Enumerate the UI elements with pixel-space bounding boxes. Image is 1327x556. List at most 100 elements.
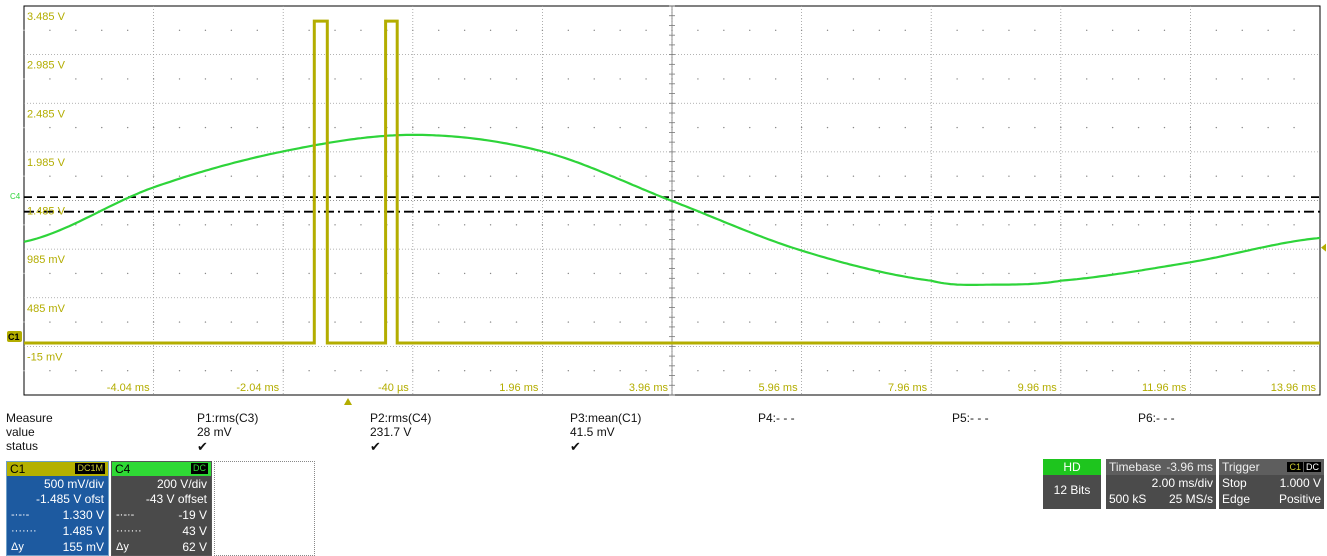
grid-dot	[178, 29, 181, 32]
param-p4-header[interactable]: P4:- - -	[758, 411, 795, 425]
grid-dot	[645, 175, 647, 177]
grid-dot	[982, 175, 984, 177]
grid-dot	[645, 224, 647, 226]
param-p2-value: 231.7 V	[370, 425, 412, 439]
grid-dot	[593, 126, 595, 129]
param-p2-header[interactable]: P2:rms(C4)	[370, 411, 432, 425]
grid-dot	[334, 321, 336, 323]
grid-dot	[1034, 369, 1036, 372]
trigger-level-marker[interactable]	[1321, 243, 1326, 252]
grid-dot	[463, 369, 466, 372]
grid-dot	[697, 321, 699, 323]
param-p3-value: 41.5 mV	[570, 425, 615, 439]
grid-dot	[75, 126, 77, 129]
grid-dot	[23, 321, 25, 323]
grid-dot	[878, 369, 881, 372]
grid-dot	[1215, 175, 1218, 177]
grid-dot	[1060, 321, 1062, 323]
grid-dot	[1163, 369, 1166, 372]
grid-dot	[774, 175, 777, 177]
acquisition-mode-box[interactable]: HD 12 Bits	[1043, 459, 1101, 509]
grid-dot	[230, 321, 233, 323]
c1-offset-marker-bg[interactable]	[7, 330, 22, 342]
grid-dot	[1137, 321, 1140, 323]
grid-dot	[204, 126, 207, 129]
grid-dot	[515, 321, 518, 323]
grid-dot	[489, 78, 492, 80]
grid-dot	[1241, 29, 1243, 32]
grid-dot	[1267, 321, 1269, 323]
grid-dot	[1008, 224, 1010, 226]
channel-c4-descriptor[interactable]: C4 DC 200 V/div -43 V offset -·-·- -19 V …	[111, 461, 212, 556]
x-tick-label: 1.96 ms	[499, 382, 539, 394]
grid-dot	[904, 272, 906, 275]
grid-dot	[178, 175, 181, 177]
param-p1-header[interactable]: P1:rms(C3)	[197, 411, 259, 425]
grid-dot	[1189, 78, 1192, 80]
grid-dot	[230, 224, 233, 226]
param-p3-header[interactable]: P3:mean(C1)	[570, 411, 642, 425]
grid-dot	[334, 78, 336, 80]
grid-dot	[852, 321, 855, 323]
grid-dot	[178, 369, 181, 372]
grid-dot	[515, 175, 518, 177]
grid-dot	[541, 78, 544, 80]
grid-dot	[1189, 272, 1192, 275]
grid-dot	[541, 224, 544, 226]
grid-dot	[438, 29, 440, 32]
grid-dot	[982, 272, 984, 275]
grid-dot	[308, 29, 310, 32]
grid-dot	[256, 224, 258, 226]
grid-dot	[723, 369, 725, 372]
grid-dot	[126, 272, 129, 275]
timebase-title-row: Timebase -3.96 ms	[1106, 459, 1216, 475]
grid-dot	[1241, 224, 1243, 226]
grid-dot	[1293, 78, 1295, 80]
grid-dot	[800, 369, 803, 372]
grid-dot	[152, 224, 155, 226]
grid-dot	[256, 321, 258, 323]
c4-cursor2-value: 43 V	[182, 524, 207, 538]
x-tick-label: -4.04 ms	[107, 382, 150, 394]
grid-dot	[878, 126, 881, 129]
grid-dot	[230, 78, 233, 80]
grid-dot	[1215, 321, 1218, 323]
grid-dot	[723, 321, 725, 323]
timebase-descriptor[interactable]: Timebase -3.96 ms 2.00 ms/div 500 kS 25 …	[1106, 459, 1216, 509]
grid-dot	[360, 175, 362, 177]
grid-dot	[1111, 369, 1114, 372]
grid-dot	[204, 224, 207, 226]
grid-dot	[697, 224, 699, 226]
grid-dot	[152, 175, 155, 177]
channel-c1-descriptor[interactable]: C1 DC1M 500 mV/div -1.485 V ofst -·-·- 1.…	[6, 461, 109, 556]
trigger-time-marker[interactable]	[344, 398, 352, 405]
c4-delta-value: 62 V	[182, 540, 207, 554]
param-p5-header[interactable]: P5:- - -	[952, 411, 989, 425]
grid-dot	[101, 29, 103, 32]
empty-channel-slot[interactable]	[214, 461, 315, 556]
bits-label: 12 Bits	[1053, 483, 1091, 497]
c4-offset-marker[interactable]: C4	[10, 192, 21, 201]
grid-dot	[1086, 175, 1088, 177]
grid-dot	[567, 272, 570, 275]
grid-dot	[852, 126, 855, 129]
grid-dot	[1241, 272, 1243, 275]
grid-dot	[1137, 175, 1140, 177]
oscilloscope-display[interactable]: 3.485 V 2.985 V 2.485 V 1.985 V 1.485 V 985 m…	[0, 0, 1327, 412]
grid-dot	[412, 272, 414, 275]
trigger-mode: Stop	[1222, 476, 1247, 490]
waveforms	[23, 19, 1321, 345]
grid-dot	[1215, 272, 1218, 275]
grid-dot	[1163, 126, 1166, 129]
param-p6-header[interactable]: P6:- - -	[1138, 411, 1175, 425]
grid-dot	[1215, 78, 1218, 80]
grid-dot	[256, 78, 258, 80]
grid-dot	[567, 29, 570, 32]
grid-dot	[515, 78, 518, 80]
c1-delta-label: Δy	[11, 541, 24, 553]
trigger-descriptor[interactable]: Trigger C1 DC Stop 1.000 V Edge Positive	[1219, 459, 1324, 509]
grid-dot	[1008, 29, 1010, 32]
c1-offset-marker[interactable]: C1	[8, 332, 20, 342]
grid-dot	[723, 78, 725, 80]
grid-dot	[619, 224, 621, 226]
